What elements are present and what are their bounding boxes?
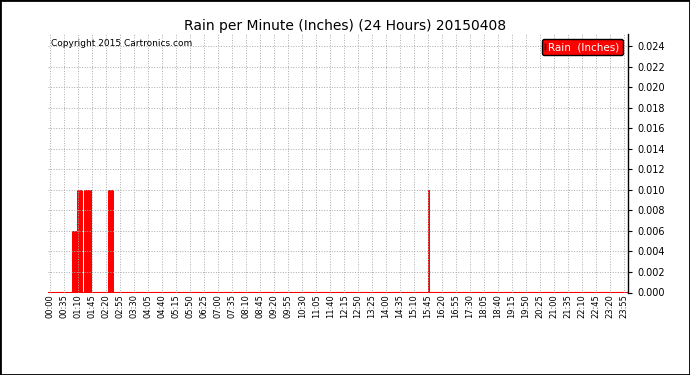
- Text: Copyright 2015 Cartronics.com: Copyright 2015 Cartronics.com: [51, 39, 193, 48]
- Legend: Rain  (Inches): Rain (Inches): [542, 39, 622, 55]
- Text: Rain per Minute (Inches) (24 Hours) 20150408: Rain per Minute (Inches) (24 Hours) 2015…: [184, 19, 506, 33]
